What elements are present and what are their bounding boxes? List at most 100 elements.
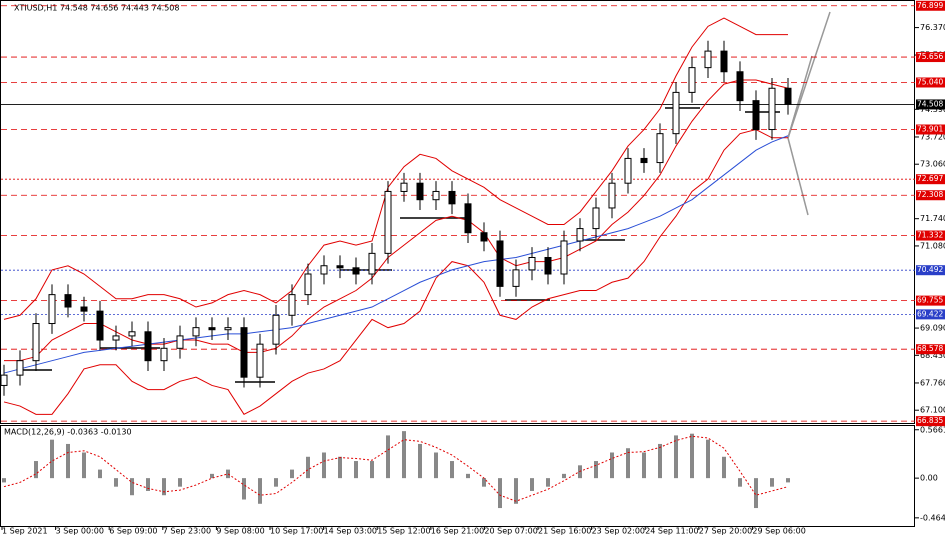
- candle-body: [16, 360, 24, 376]
- indicator-line: [3, 129, 788, 415]
- level-label: 71.332: [917, 231, 943, 240]
- macd-bar: [226, 469, 230, 479]
- candle-body: [96, 310, 104, 341]
- macd-bar: [690, 433, 694, 479]
- macd-bar: [546, 478, 550, 487]
- y-tick-label: 0.5661: [920, 425, 945, 434]
- y-tick-label: 67.760: [920, 378, 945, 387]
- x-tick-label: 24 Sep 11:00: [645, 527, 698, 535]
- support-segments: [18, 107, 780, 383]
- candle-body: [144, 331, 152, 362]
- level-label: 68.578: [917, 344, 943, 353]
- macd-bar: [498, 478, 502, 509]
- candle-body: [336, 265, 344, 269]
- candle-body: [592, 207, 600, 230]
- y-tick-label: -0.4646: [920, 513, 945, 522]
- level-label-bg: [916, 416, 945, 427]
- macd-bar: [402, 431, 406, 479]
- y-tick-label: 67.100: [920, 406, 945, 415]
- arrows: [787, 11, 831, 216]
- signal-line: [3, 435, 789, 502]
- candle-body: [32, 323, 40, 362]
- macd-bar: [258, 478, 262, 504]
- level-label-bg: [916, 344, 945, 355]
- level-label: 75.040: [917, 77, 943, 86]
- y-tick-label: 71.740: [920, 214, 945, 223]
- candle-body: [176, 335, 184, 349]
- candle-body: [416, 182, 424, 201]
- candle-body: [272, 314, 280, 345]
- macd-bar: [114, 478, 118, 487]
- candle-body: [528, 256, 536, 271]
- candle-body: [112, 335, 120, 341]
- macd-bar: [626, 448, 630, 479]
- macd-bar: [242, 478, 246, 500]
- macd-bar: [146, 478, 150, 491]
- macd-bar: [210, 473, 214, 479]
- candle-body: [624, 157, 632, 184]
- candle-body: [240, 327, 248, 378]
- level-label: 74.508: [917, 99, 943, 108]
- main-frame: [0, 0, 915, 424]
- macd-bar: [738, 478, 742, 487]
- candle-body: [0, 374, 8, 386]
- x-tick-label: 10 Sep 17:00: [270, 527, 323, 535]
- macd-bar: [530, 478, 534, 491]
- macd-bar: [722, 456, 726, 479]
- macd-bar: [754, 478, 758, 509]
- level-label-bg: [916, 99, 945, 110]
- macd-bar: [434, 452, 438, 479]
- candle-body: [752, 100, 760, 131]
- candle-body: [352, 267, 360, 275]
- candle-body: [128, 331, 136, 337]
- macd-bar: [338, 456, 342, 479]
- chart-title: XTIUSD,H1 74.548 74.656 74.443 74.508: [14, 4, 179, 13]
- level-label-bg: [916, 265, 945, 276]
- x-tick-label: 27 Sep 20:00: [699, 527, 752, 535]
- level-label: 66.835: [917, 416, 943, 425]
- macd-bar: [66, 443, 70, 479]
- x-tick-label: 20 Sep 07:00: [484, 527, 537, 535]
- macd-frame: [0, 425, 915, 527]
- candle-body: [784, 87, 792, 105]
- level-label: 75.656: [917, 52, 943, 61]
- candle-body: [672, 91, 680, 135]
- y-tick-label: 76.370: [920, 23, 945, 32]
- macd-title: MACD(12,26,9) -0.0363 -0.0130: [4, 428, 132, 437]
- macd-bar: [642, 452, 646, 479]
- candle-body: [368, 252, 376, 275]
- candle-body: [480, 232, 488, 242]
- candle-body: [704, 50, 712, 69]
- macd-bar: [98, 469, 102, 479]
- candle-body: [720, 50, 728, 73]
- indicator-line: [4, 79, 789, 362]
- macd-bar: [274, 478, 278, 487]
- macd-bar: [130, 478, 134, 496]
- candle-body: [576, 228, 584, 242]
- macd-bar: [770, 478, 774, 487]
- y-tick-label: 69.090: [920, 324, 945, 333]
- x-tick-label: 29 Sep 06:00: [752, 527, 805, 535]
- y-tick-label: 73.720: [920, 132, 945, 141]
- level-label: 69.755: [917, 296, 943, 305]
- macd-bar: [706, 439, 710, 479]
- level-label-bg: [916, 77, 945, 88]
- candle-body: [304, 273, 312, 296]
- candle-body: [48, 294, 56, 325]
- x-tick-label: 3 Sep 00:00: [56, 527, 104, 535]
- level-label-bg: [916, 0, 945, 11]
- level-label-bg: [916, 190, 945, 201]
- level-label-bg: [916, 295, 945, 306]
- macd-bar: [354, 461, 358, 479]
- y-tick-label: 71.080: [920, 241, 945, 250]
- candle-body: [688, 67, 696, 93]
- candle-body: [768, 87, 776, 131]
- x-tick-label: 9 Sep 08:00: [216, 527, 264, 535]
- candle-body: [80, 306, 88, 312]
- candle-body: [208, 327, 216, 331]
- candle-body: [384, 190, 392, 254]
- y-tick-label: 0.00: [920, 474, 938, 483]
- macd-bar: [610, 452, 614, 479]
- candle-body: [736, 71, 744, 102]
